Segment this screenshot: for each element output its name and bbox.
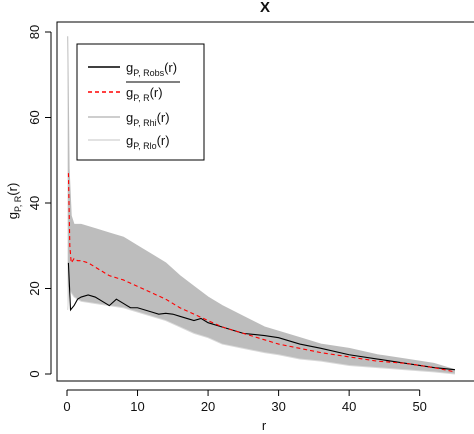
observed-line bbox=[67, 262, 456, 371]
legend-label-arg: (r) bbox=[157, 110, 170, 125]
y-tick-label: 60 bbox=[27, 110, 42, 124]
plot-frame bbox=[56, 21, 474, 382]
envelope-low-line bbox=[67, 286, 455, 375]
legend: gP, Robs(r)gP, R(r)gP, Rhi(r)gP, Rlo(r) bbox=[76, 43, 205, 161]
mean-line bbox=[67, 173, 456, 373]
y-axis-label: gP, R(r) bbox=[5, 183, 23, 220]
legend-label-arg: (r) bbox=[157, 133, 170, 148]
x-axis: 0 10 20 30 40 50 bbox=[63, 389, 427, 414]
legend-label: gP, Robs(r) bbox=[126, 60, 177, 78]
y-axis-label-base: g bbox=[5, 212, 20, 219]
legend-label: gP, Rlo(r) bbox=[126, 133, 170, 151]
legend-label: gP, R(r) bbox=[126, 85, 163, 103]
y-tick-label: 0 bbox=[27, 370, 42, 377]
x-axis-label: r bbox=[262, 418, 267, 433]
legend-label-sub: P, Rhi bbox=[133, 118, 156, 128]
y-axis-label-arg: (r) bbox=[5, 183, 20, 196]
svg-text:gP, R(r): gP, R(r) bbox=[5, 183, 23, 220]
legend-label: gP, Rhi(r) bbox=[126, 110, 170, 128]
y-tick-label: 80 bbox=[27, 25, 42, 39]
envelope-band bbox=[67, 36, 455, 375]
x-tick-label: 50 bbox=[412, 399, 426, 414]
y-tick-label: 20 bbox=[27, 281, 42, 295]
x-tick-label: 10 bbox=[130, 399, 144, 414]
legend-label-arg: (r) bbox=[164, 60, 177, 75]
y-axis-label-sub: P, R bbox=[13, 195, 23, 212]
legend-label-arg: (r) bbox=[150, 85, 163, 100]
legend-label-sub: P, R bbox=[133, 93, 150, 103]
legend-label-base: g bbox=[126, 133, 133, 148]
x-tick-label: 20 bbox=[201, 399, 215, 414]
y-tick-label: 40 bbox=[27, 196, 42, 210]
x-tick-label: 40 bbox=[342, 399, 356, 414]
legend-label-base: g bbox=[126, 85, 133, 100]
legend-label-sub: P, Rlo bbox=[133, 141, 156, 151]
x-tick-label: 0 bbox=[63, 399, 70, 414]
x-tick-label: 30 bbox=[271, 399, 285, 414]
envelope-layer bbox=[67, 36, 456, 375]
legend-label-base: g bbox=[126, 60, 133, 75]
lines-layer bbox=[67, 173, 456, 373]
legend-label-base: g bbox=[126, 110, 133, 125]
envelope-high-line bbox=[67, 36, 456, 371]
legend-label-sub: P, Robs bbox=[133, 68, 164, 78]
y-axis: 0 20 40 60 80 bbox=[27, 25, 52, 378]
chart-title: X bbox=[260, 0, 270, 16]
